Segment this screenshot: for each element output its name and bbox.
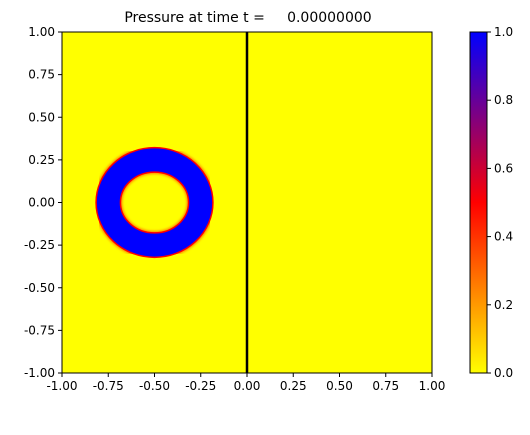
x-tick-label: 0.25 bbox=[280, 379, 307, 393]
colorbar-tick-label: 0.8 bbox=[494, 93, 513, 107]
colorbar-frame bbox=[469, 31, 488, 374]
x-tick-label: -1.00 bbox=[46, 379, 77, 393]
y-axis: 1.00 0.75 0.50 0.25 0.00 -0.25 -0.50 -0.75 -1.00 bbox=[24, 25, 62, 380]
x-tick-label: 1.00 bbox=[419, 379, 446, 393]
x-axis: -1.00 -0.75 -0.50 -0.25 0.00 0.25 0.50 0.75 1.00 bbox=[46, 373, 445, 393]
y-tick-label: -0.75 bbox=[24, 323, 55, 337]
colorbar-tick-label: 0.4 bbox=[494, 230, 513, 244]
y-tick-label: 0.50 bbox=[28, 110, 55, 124]
colorbar-tick-label: 1.0 bbox=[494, 25, 513, 39]
colorbar bbox=[470, 32, 487, 373]
x-tick-label: 0.75 bbox=[372, 379, 399, 393]
y-tick-label: 0.25 bbox=[28, 153, 55, 167]
colorbar-tick-label: 0.6 bbox=[494, 161, 513, 175]
x-tick-label: -0.25 bbox=[185, 379, 216, 393]
chart-title: Pressure at time t = 0.00000000 bbox=[124, 10, 371, 26]
y-tick-label: 0.00 bbox=[28, 196, 55, 210]
y-tick-label: -0.50 bbox=[24, 281, 55, 295]
colorbar-tick-label: 0.2 bbox=[494, 298, 513, 312]
ring-core bbox=[96, 148, 213, 257]
x-tick-label: -0.75 bbox=[93, 379, 124, 393]
y-tick-label: 0.75 bbox=[28, 68, 55, 82]
x-tick-label: 0.00 bbox=[234, 379, 261, 393]
colorbar-tick-label: 0.0 bbox=[494, 366, 513, 380]
colorbar-axis: 1.0 0.8 0.6 0.4 0.2 0.0 bbox=[487, 25, 513, 380]
x-tick-label: 0.50 bbox=[326, 379, 353, 393]
x-tick-label: -0.50 bbox=[139, 379, 170, 393]
y-tick-label: -1.00 bbox=[24, 366, 55, 380]
y-tick-label: 1.00 bbox=[28, 25, 55, 39]
y-tick-label: -0.25 bbox=[24, 238, 55, 252]
pressure-ring bbox=[94, 145, 215, 260]
